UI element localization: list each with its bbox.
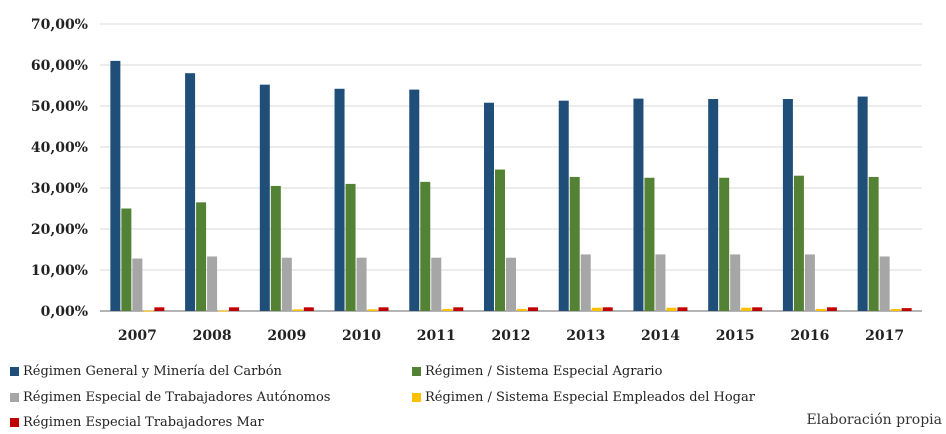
legend-swatch	[412, 393, 421, 402]
y-axis-ticks: 0,00% 10,00% 20,00% 30,00% 40,00% 50,00% 60,00…	[31, 17, 88, 320]
bar	[453, 307, 464, 311]
x-axis-ticks: 2007 2008 2009 2010 2011 2012 2013 2014 2015 2016…	[118, 328, 904, 344]
y-tick-label: 40,00%	[31, 140, 88, 156]
bar	[730, 254, 741, 311]
bar	[741, 307, 752, 311]
y-tick-label: 10,00%	[31, 263, 88, 279]
legend-swatch	[10, 367, 19, 376]
bar	[185, 73, 196, 311]
bar	[143, 310, 154, 312]
bar	[409, 89, 420, 311]
bar	[196, 202, 207, 311]
legend-label: Régimen Especial Trabajadores Mar	[23, 415, 264, 430]
legend-label: Régimen / Sistema Especial Agrario	[425, 364, 663, 379]
x-tick-label: 2010	[342, 328, 381, 344]
x-tick-label: 2014	[641, 328, 680, 344]
bar	[121, 208, 132, 311]
bar	[793, 175, 804, 311]
x-tick-label: 2015	[716, 328, 755, 344]
x-tick-label: 2017	[865, 328, 904, 344]
bar	[420, 181, 431, 311]
bar	[901, 308, 912, 311]
x-tick-label: 2016	[790, 328, 829, 344]
bar	[868, 176, 879, 311]
y-tick-label: 20,00%	[31, 222, 88, 238]
bar	[270, 185, 281, 311]
bar	[719, 177, 730, 311]
x-tick-label: 2012	[492, 328, 531, 344]
y-tick-label: 30,00%	[31, 181, 88, 197]
bar	[890, 308, 901, 311]
bar	[804, 254, 815, 311]
bar	[569, 176, 580, 311]
bar	[484, 102, 494, 311]
legend-label: Régimen / Sistema Especial Empleados del…	[425, 390, 755, 405]
bar	[367, 309, 378, 311]
bar	[826, 307, 837, 311]
bar	[666, 307, 677, 311]
bar	[378, 307, 389, 311]
bar	[218, 310, 229, 312]
bar	[506, 257, 516, 311]
bar	[334, 88, 345, 311]
bar	[356, 257, 367, 311]
x-tick-label: 2008	[193, 328, 232, 344]
source-note: Elaboración propia	[806, 412, 942, 428]
bar	[281, 257, 292, 311]
legend-item: Régimen / Sistema Especial Agrario	[412, 364, 662, 379]
bar	[602, 307, 613, 311]
bar	[752, 307, 763, 311]
bar	[633, 98, 644, 312]
x-tick-label: 2013	[566, 328, 605, 344]
legend-label: Régimen General y Minería del Carbón	[23, 364, 282, 379]
bar	[292, 309, 303, 311]
bar	[857, 96, 868, 311]
bar	[303, 307, 314, 311]
y-tick-label: 50,00%	[31, 99, 88, 115]
bar	[528, 307, 538, 311]
bar	[207, 256, 218, 311]
bar	[644, 177, 655, 311]
bar	[677, 307, 688, 311]
bars-layer	[110, 60, 912, 312]
bar	[259, 84, 270, 312]
x-tick-label: 2011	[417, 328, 456, 344]
bar	[708, 99, 719, 311]
legend-item: Régimen / Sistema Especial Empleados del…	[412, 390, 755, 405]
bar	[431, 257, 442, 311]
x-tick-label: 2009	[267, 328, 306, 344]
legend-item: Régimen Especial Trabajadores Mar	[10, 415, 264, 430]
y-tick-label: 70,00%	[31, 17, 88, 33]
bar	[580, 254, 591, 311]
y-tick-label: 0,00%	[41, 304, 88, 320]
bar	[110, 60, 121, 312]
bar	[132, 258, 143, 311]
bar	[558, 100, 569, 311]
bar	[782, 99, 793, 311]
legend-swatch	[10, 418, 19, 427]
bar	[655, 254, 666, 311]
bar	[591, 307, 602, 311]
bar	[495, 169, 505, 311]
bar	[229, 307, 240, 311]
legend-swatch	[412, 367, 421, 376]
legend-label: Régimen Especial de Trabajadores Autónom…	[23, 390, 331, 405]
bar	[345, 183, 356, 311]
bar	[442, 308, 453, 311]
bar	[517, 308, 527, 311]
y-tick-label: 60,00%	[31, 58, 88, 74]
x-tick-label: 2007	[118, 328, 157, 344]
legend-item: Régimen General y Minería del Carbón	[10, 364, 282, 379]
legend-swatch	[10, 393, 19, 402]
legend-item: Régimen Especial de Trabajadores Autónom…	[10, 390, 330, 405]
bar	[154, 307, 165, 311]
bar	[815, 308, 826, 311]
bar	[879, 256, 890, 311]
